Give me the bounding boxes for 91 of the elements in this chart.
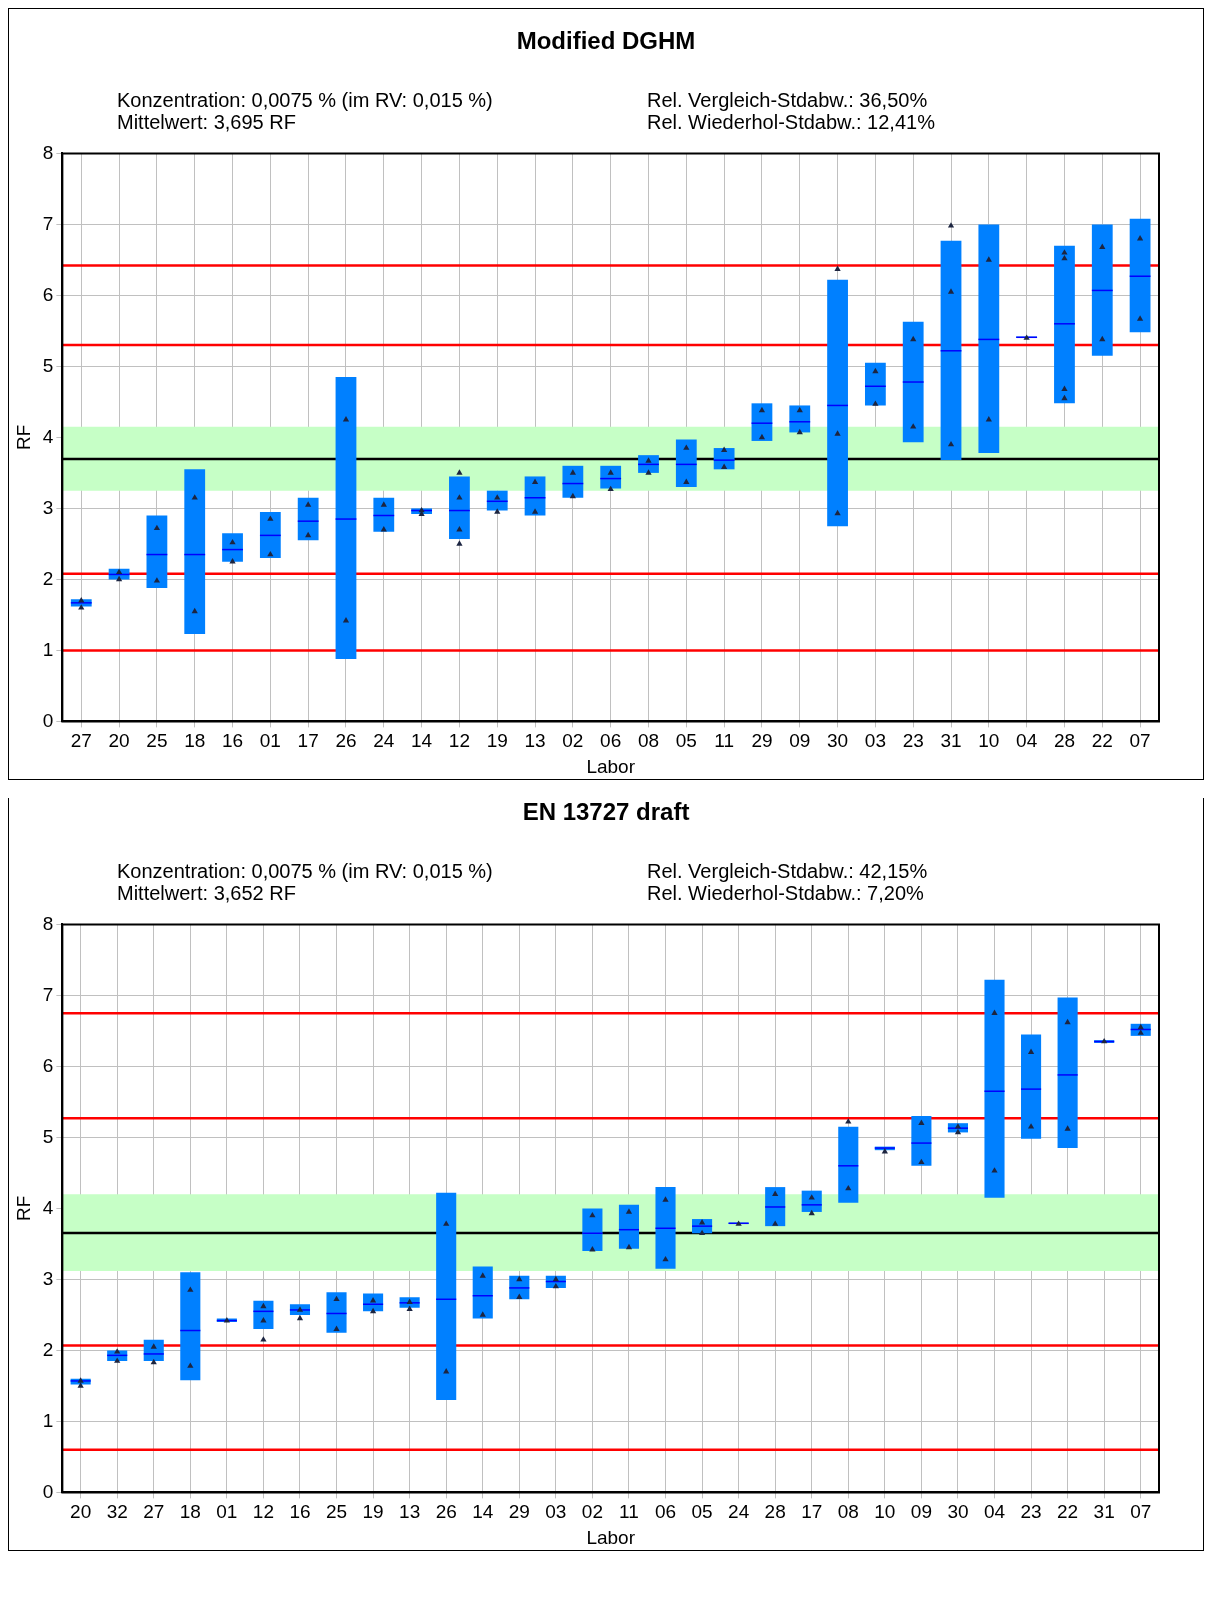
text: Mittelwert: 3,652 RF xyxy=(117,882,297,904)
y-tick-label: 5 xyxy=(42,1125,54,1147)
chart-title: EN 13727 draft xyxy=(521,798,691,826)
x-tick-label: 30 xyxy=(827,730,849,752)
y-tick-label: 1 xyxy=(42,638,54,660)
y-tick-label: 8 xyxy=(42,912,54,934)
x-tick-label: 30 xyxy=(947,1501,969,1523)
y-tick-label: 2 xyxy=(42,567,54,589)
y-axis-title: RF xyxy=(12,424,34,451)
x-tick-label: 25 xyxy=(325,1501,348,1523)
y-tick-label: 3 xyxy=(42,496,54,518)
y-tick-label: 8 xyxy=(42,141,54,163)
y-tick-label: 7 xyxy=(42,983,54,1005)
text: Konzentration: 0,0075 % (im RV: 0,015 %) xyxy=(117,89,494,111)
x-axis-title: Labor xyxy=(586,755,636,777)
text: Konzentration: 0,0075 % (im RV: 0,015 %) xyxy=(117,860,494,882)
x-tick-label: 24 xyxy=(373,730,395,752)
x-tick-label: 28 xyxy=(1053,730,1076,752)
y-axis-title: RF xyxy=(12,1195,34,1222)
x-tick-label: 20 xyxy=(70,1501,92,1523)
x-tick-label: 01 xyxy=(259,730,281,752)
x-tick-label: 23 xyxy=(1020,1501,1042,1523)
y-tick-label: 6 xyxy=(42,283,54,305)
y-tick-label: 7 xyxy=(42,212,54,234)
x-tick-label: 07 xyxy=(1130,1501,1152,1523)
text: Rel. Wiederhol-Stdabw.: 7,20% xyxy=(647,882,925,904)
x-tick-label: 05 xyxy=(691,1501,713,1523)
y-tick-label: 4 xyxy=(42,1196,54,1218)
x-tick-label: 27 xyxy=(70,730,92,752)
x-tick-label: 26 xyxy=(435,1501,457,1523)
x-tick-label: 06 xyxy=(654,1501,677,1523)
y-tick-label: 1 xyxy=(42,1409,54,1431)
x-tick-label: 29 xyxy=(508,1501,530,1523)
x-tick-label: 12 xyxy=(252,1501,274,1523)
x-tick-label: 13 xyxy=(399,1501,421,1523)
text: Rel. Vergleich-Stdabw.: 36,50% xyxy=(647,89,929,111)
x-tick-label: 12 xyxy=(448,730,470,752)
x-tick-label: 18 xyxy=(179,1501,201,1523)
x-tick-label: 17 xyxy=(801,1501,823,1523)
x-tick-label: 14 xyxy=(411,730,433,752)
x-tick-label: 32 xyxy=(106,1501,128,1523)
x-tick-label: 02 xyxy=(562,730,584,752)
text: Rel. Vergleich-Stdabw.: 42,15% xyxy=(647,860,928,882)
x-tick-label: 14 xyxy=(472,1501,494,1523)
x-tick-label: 09 xyxy=(910,1501,932,1523)
y-tick-label: 6 xyxy=(42,1054,54,1076)
x-tick-label: 28 xyxy=(764,1501,786,1523)
x-tick-label: 02 xyxy=(581,1501,603,1523)
x-tick-label: 24 xyxy=(728,1501,750,1523)
x-tick-label: 22 xyxy=(1091,730,1113,752)
x-tick-label: 10 xyxy=(874,1501,896,1523)
x-tick-label: 08 xyxy=(837,1501,859,1523)
x-tick-label: 26 xyxy=(335,730,357,752)
x-tick-label: 18 xyxy=(184,730,206,752)
x-tick-label: 16 xyxy=(289,1501,311,1523)
x-tick-label: 23 xyxy=(902,730,924,752)
x-tick-label: 07 xyxy=(1129,730,1151,752)
x-tick-label: 04 xyxy=(983,1501,1006,1523)
x-tick-label: 31 xyxy=(1093,1501,1115,1523)
x-tick-label: 09 xyxy=(789,730,811,752)
x-tick-label: 16 xyxy=(221,730,244,752)
text: Rel. Wiederhol-Stdabw.: 12,41% xyxy=(647,111,935,133)
x-tick-label: 20 xyxy=(108,730,130,752)
x-tick-label: 19 xyxy=(486,730,508,752)
x-tick-label: 27 xyxy=(143,1501,165,1523)
y-tick-label: 5 xyxy=(42,354,54,376)
x-tick-label: 19 xyxy=(362,1501,384,1523)
y-tick-label: 0 xyxy=(42,709,54,731)
y-tick-label: 4 xyxy=(42,425,54,447)
x-tick-label: 17 xyxy=(297,730,319,752)
x-tick-label: 13 xyxy=(524,730,546,752)
x-tick-label: 22 xyxy=(1057,1501,1079,1523)
chart-title: Modified DGHM xyxy=(515,27,697,55)
x-tick-label: 03 xyxy=(545,1501,567,1523)
x-tick-label: 01 xyxy=(216,1501,238,1523)
x-tick-label: 25 xyxy=(146,730,168,752)
x-axis-title: Labor xyxy=(586,1526,636,1548)
x-tick-label: 08 xyxy=(637,730,660,752)
x-tick-label: 29 xyxy=(751,730,773,752)
x-tick-label: 05 xyxy=(675,730,697,752)
x-tick-label: 03 xyxy=(864,730,886,752)
x-tick-label: 06 xyxy=(600,730,622,752)
y-tick-label: 2 xyxy=(42,1338,54,1360)
x-tick-label: 31 xyxy=(940,730,962,752)
x-tick-label: 11 xyxy=(619,1501,639,1523)
y-tick-label: 3 xyxy=(42,1267,54,1289)
x-tick-label: 04 xyxy=(1016,730,1038,752)
y-tick-label: 0 xyxy=(42,1480,54,1502)
x-tick-label: 10 xyxy=(978,730,1000,752)
x-tick-label: 11 xyxy=(714,730,734,752)
text: Mittelwert: 3,695 RF xyxy=(117,111,297,133)
